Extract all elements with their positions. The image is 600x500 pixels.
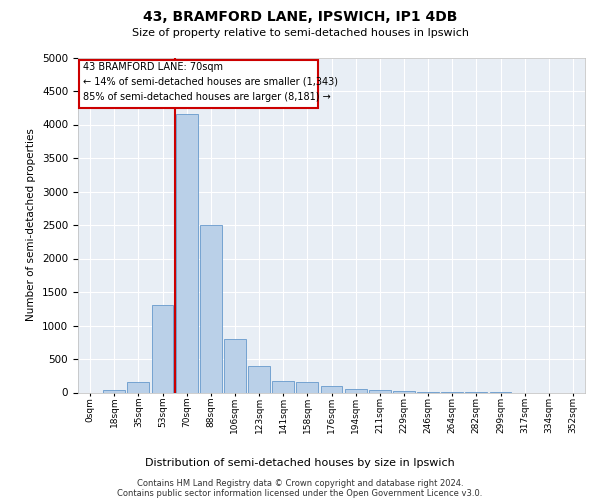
Bar <box>369 390 391 392</box>
Bar <box>176 114 197 392</box>
Text: 43, BRAMFORD LANE, IPSWICH, IP1 4DB: 43, BRAMFORD LANE, IPSWICH, IP1 4DB <box>143 10 457 24</box>
Bar <box>296 382 318 392</box>
Text: Contains HM Land Registry data © Crown copyright and database right 2024.: Contains HM Land Registry data © Crown c… <box>137 479 463 488</box>
Text: 43 BRAMFORD LANE: 70sqm
← 14% of semi-detached houses are smaller (1,343)
85% of: 43 BRAMFORD LANE: 70sqm ← 14% of semi-de… <box>83 62 338 102</box>
Text: Distribution of semi-detached houses by size in Ipswich: Distribution of semi-detached houses by … <box>145 458 455 468</box>
FancyBboxPatch shape <box>79 60 318 108</box>
Y-axis label: Number of semi-detached properties: Number of semi-detached properties <box>26 128 37 322</box>
Text: Size of property relative to semi-detached houses in Ipswich: Size of property relative to semi-detach… <box>131 28 469 38</box>
Bar <box>224 339 246 392</box>
Bar <box>248 366 270 392</box>
Bar <box>345 389 367 392</box>
Text: Contains public sector information licensed under the Open Government Licence v3: Contains public sector information licen… <box>118 489 482 498</box>
Bar <box>320 386 343 392</box>
Bar <box>127 382 149 392</box>
Bar <box>200 225 221 392</box>
Bar <box>272 381 294 392</box>
Bar <box>103 390 125 392</box>
Bar <box>152 306 173 392</box>
